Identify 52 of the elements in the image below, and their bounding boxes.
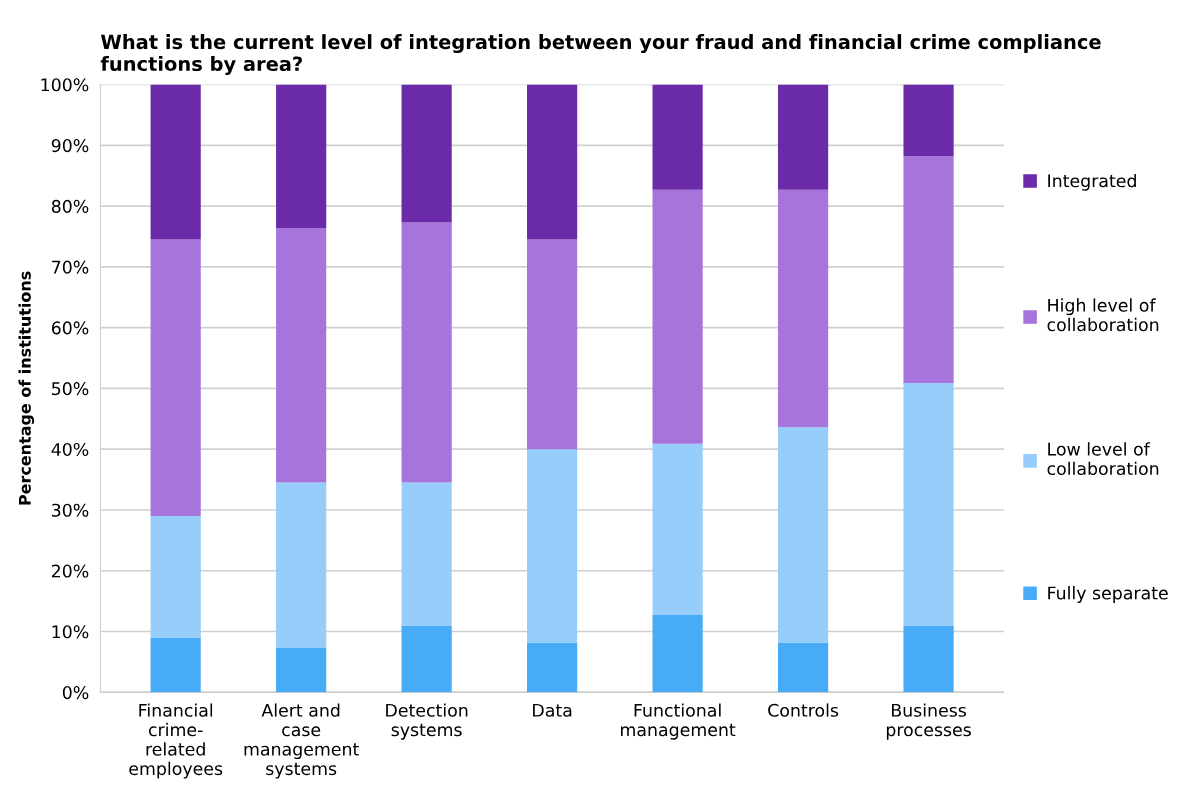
bar	[903, 626, 954, 693]
bar	[652, 84, 703, 190]
chart-title: What is the current level of integration between your fraud and financial crime compliance functions by area?	[100, 34, 1101, 76]
x-tick-label: Detection systems	[386, 703, 468, 740]
y-tick-label: 30%	[52, 503, 89, 517]
bar	[903, 156, 954, 383]
bar	[150, 637, 201, 693]
x-tick-label: Data	[533, 703, 572, 717]
x-tick-label: Business processes	[886, 703, 971, 740]
legend-label: Fully separate	[1048, 586, 1168, 603]
bar	[652, 443, 703, 616]
bar	[903, 382, 954, 627]
y-tick-label: 10%	[52, 625, 89, 639]
bar	[652, 189, 703, 444]
x-tick-label: Alert and case management systems	[244, 703, 359, 779]
y-tick-label: 40%	[51, 442, 89, 457]
bar	[276, 482, 327, 648]
bar	[652, 615, 703, 693]
y-axis-title: Percentage of institutions	[18, 271, 35, 505]
bar	[150, 84, 201, 240]
bar	[527, 449, 578, 643]
bar	[276, 227, 327, 483]
bar	[276, 647, 327, 693]
y-tick-label: 70%	[52, 260, 89, 274]
y-tick-label: 80%	[51, 199, 89, 213]
bar	[777, 642, 829, 693]
y-tick-label: 20%	[51, 564, 89, 578]
legend-label: Low level of collaboration	[1047, 442, 1159, 476]
bar	[401, 482, 452, 626]
bar	[903, 84, 954, 157]
bar	[150, 239, 201, 517]
x-tick-label: Controls	[768, 703, 839, 717]
y-tick-label: 60%	[51, 321, 89, 335]
bar	[401, 222, 452, 483]
bar	[527, 84, 578, 240]
y-tick-label: 100%	[41, 78, 89, 92]
y-tick-label: 90%	[51, 139, 89, 153]
x-tick-label: Functional management	[621, 703, 736, 740]
bar	[777, 427, 829, 643]
y-tick-label: 0%	[62, 686, 89, 700]
bar	[150, 516, 201, 638]
bar	[527, 642, 578, 693]
bar	[401, 625, 452, 693]
bar	[777, 84, 829, 190]
bar	[527, 239, 578, 450]
legend-label: Integrated	[1048, 173, 1136, 191]
bar	[276, 84, 327, 228]
x-tick-label: Financial crime-related employees	[129, 703, 223, 779]
bar	[401, 84, 452, 223]
bar	[777, 189, 829, 428]
legend-label: High level of collaboration	[1047, 298, 1159, 332]
y-tick-label: 50%	[52, 382, 89, 396]
